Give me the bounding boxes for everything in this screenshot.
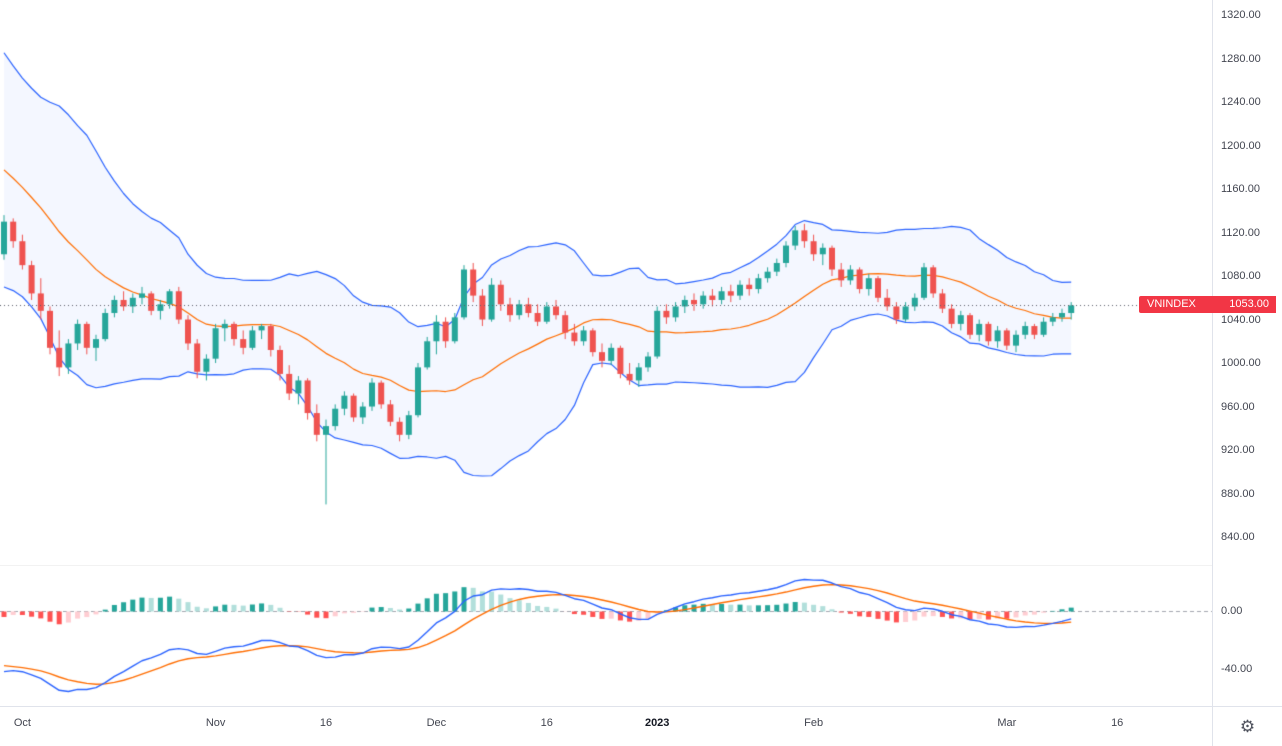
- time-axis-label: Mar: [997, 717, 1017, 729]
- price-axis-label: 1040.00: [1221, 313, 1261, 326]
- time-axis-label: 16: [319, 717, 333, 729]
- price-axis-label: 880.00: [1221, 487, 1255, 500]
- settings-icon[interactable]: ⚙: [1239, 717, 1256, 736]
- time-axis-label: Dec: [426, 717, 447, 729]
- time-axis-label: Nov: [205, 717, 226, 729]
- time-axis-label: Feb: [804, 717, 824, 729]
- time-axis-label: 16: [1111, 717, 1124, 729]
- price-axis-label: 1240.00: [1221, 96, 1261, 108]
- price-axis-label: 840.00: [1221, 531, 1255, 544]
- symbol-name: VNINDEX: [1147, 298, 1196, 311]
- price-axis-label: 1120.00: [1221, 226, 1260, 239]
- price-chart-canvas[interactable]: [0, 0, 1212, 706]
- price-axis-label: 1280.00: [1221, 52, 1261, 65]
- price-axis-label: 1320.00: [1221, 9, 1261, 21]
- price-axis-label: 1000.00: [1221, 357, 1261, 370]
- symbol-last-price: 1053.00: [1229, 298, 1269, 311]
- price-axis-label: 960.00: [1221, 400, 1255, 413]
- symbol-price-label: VNINDEX 1053.00: [1139, 296, 1276, 314]
- price-axis-label: 1160.00: [1221, 183, 1260, 196]
- price-axis-label: 920.00: [1221, 444, 1255, 457]
- price-axis[interactable]: 1320.00 1280.00 1240.00 1200.00 1160.00 1120.…: [1212, 0, 1282, 706]
- pane-separator[interactable]: [0, 565, 1212, 566]
- price-axis-label: 1080.00: [1221, 270, 1261, 283]
- time-axis[interactable]: Oct Nov 16 Dec 16 2023 Feb Mar 16: [0, 706, 1212, 746]
- macd-axis-label: 0.00: [1221, 604, 1243, 617]
- price-axis-label: 1200.00: [1221, 139, 1261, 152]
- time-axis-label: 2023: [644, 717, 670, 729]
- time-axis-label: Oct: [13, 717, 31, 729]
- time-axis-label: 16: [540, 717, 553, 729]
- axis-corner: ⚙: [1212, 706, 1282, 746]
- macd-axis-label: -40.00: [1221, 662, 1253, 675]
